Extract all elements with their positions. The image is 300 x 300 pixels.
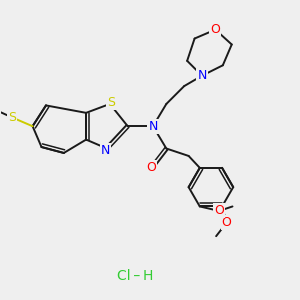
Text: N: N — [148, 120, 158, 133]
Text: S: S — [107, 96, 116, 109]
Text: O: O — [146, 161, 156, 174]
Text: O: O — [214, 204, 224, 218]
Text: S: S — [8, 111, 16, 124]
Text: Cl – H: Cl – H — [117, 269, 153, 283]
Text: O: O — [211, 23, 220, 36]
Text: O: O — [222, 216, 232, 229]
Text: N: N — [101, 144, 110, 158]
Text: N: N — [197, 69, 207, 82]
